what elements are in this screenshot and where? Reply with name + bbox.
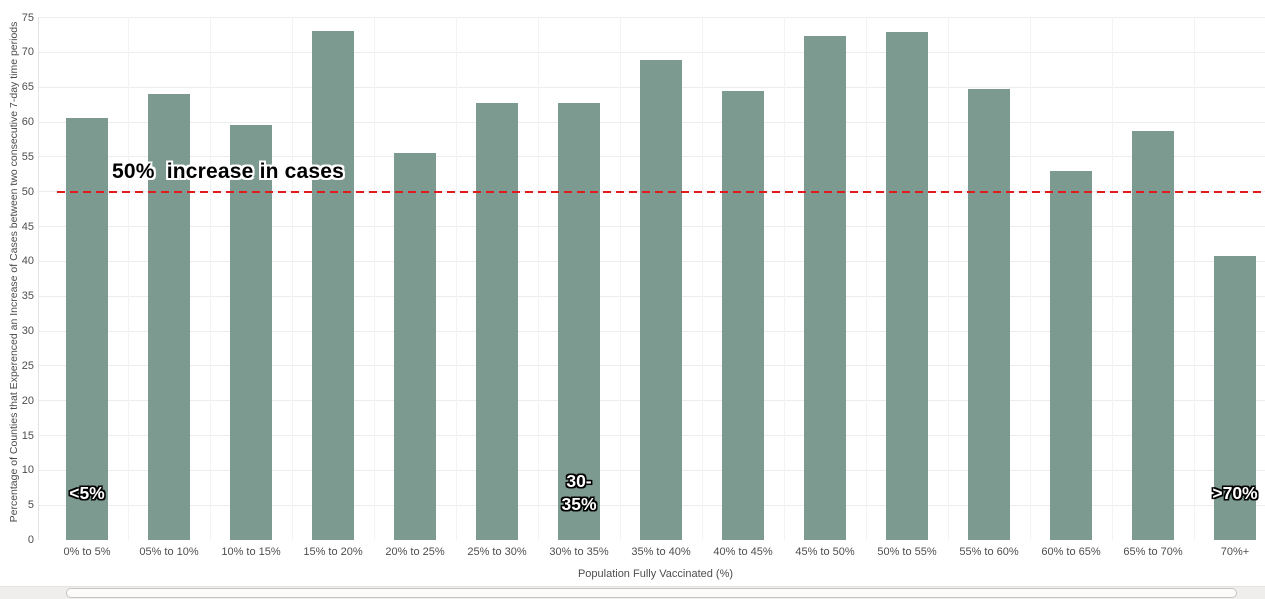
- bar[interactable]: [66, 117, 108, 540]
- x-tick-label: 40% to 45%: [713, 546, 773, 558]
- y-tick-label: 15: [21, 429, 34, 442]
- bar[interactable]: [1132, 131, 1174, 540]
- reference-line-label: 50% increase in cases: [112, 160, 345, 183]
- bar-annotation: 30- 35%: [561, 471, 597, 515]
- y-tick-label: 60: [21, 116, 34, 128]
- bar-annotation: <5%: [69, 482, 105, 503]
- bar[interactable]: [1050, 170, 1092, 540]
- y-tick-label: 75: [21, 11, 34, 24]
- y-tick-label: 40: [21, 255, 34, 268]
- column-divider: [866, 17, 867, 540]
- bar[interactable]: [312, 31, 354, 540]
- x-tick-label: 35% to 40%: [631, 546, 691, 558]
- y-axis-title: Percentage of Counties that Experenced a…: [8, 21, 20, 523]
- x-tick-label: 65% to 70%: [1123, 546, 1183, 558]
- column-divider: [948, 17, 949, 540]
- y-tick-label: 70: [21, 46, 34, 59]
- bar[interactable]: [640, 59, 682, 540]
- y-tick-label: 25: [21, 359, 34, 372]
- x-tick-label: 45% to 50%: [795, 546, 855, 558]
- y-tick-label: 30: [21, 325, 34, 337]
- bar[interactable]: [968, 88, 1010, 540]
- y-tick-label: 10: [21, 464, 34, 477]
- x-tick-label: 70%+: [1220, 546, 1250, 558]
- column-divider: [620, 17, 621, 540]
- horizontal-scrollbar[interactable]: [0, 586, 1265, 599]
- y-tick-label: 35: [21, 290, 34, 303]
- column-divider: [784, 17, 785, 540]
- bar[interactable]: [230, 125, 272, 540]
- x-tick-label: 0% to 5%: [63, 546, 111, 558]
- column-divider: [128, 17, 129, 540]
- horizontal-scrollbar-thumb[interactable]: [66, 588, 1237, 598]
- x-tick-label: 05% to 10%: [139, 546, 199, 558]
- x-tick-label: 50% to 55%: [877, 546, 937, 558]
- x-tick-label: 20% to 25%: [385, 546, 445, 558]
- bar[interactable]: [722, 91, 764, 540]
- y-tick-label: 20: [21, 394, 34, 407]
- column-divider: [538, 17, 539, 540]
- y-tick-label: 50: [21, 185, 34, 198]
- bar[interactable]: [558, 103, 600, 540]
- x-tick-label: 55% to 60%: [959, 546, 1019, 558]
- y-tick-label: 45: [21, 220, 34, 233]
- x-tick-label: 30% to 35%: [549, 546, 609, 558]
- column-divider: [210, 17, 211, 540]
- x-tick-label: 10% to 15%: [221, 546, 281, 558]
- x-tick-label: 25% to 30%: [467, 546, 527, 558]
- bar[interactable]: [394, 153, 436, 540]
- x-tick-label: 15% to 20%: [303, 546, 363, 558]
- y-gridline: [38, 17, 1265, 18]
- bar[interactable]: [476, 103, 518, 540]
- bar[interactable]: [1214, 256, 1256, 540]
- bar[interactable]: [804, 36, 846, 540]
- bar[interactable]: [148, 94, 190, 540]
- x-axis-title: Population Fully Vaccinated (%): [577, 568, 734, 580]
- y-tick-label: 0: [27, 534, 34, 546]
- y-tick-label: 65: [21, 81, 34, 94]
- column-divider: [456, 17, 457, 540]
- column-divider: [1194, 17, 1195, 540]
- column-divider: [702, 17, 703, 540]
- column-divider: [374, 17, 375, 540]
- x-tick-label: 60% to 65%: [1041, 546, 1101, 558]
- y-axis-line: [38, 17, 39, 540]
- column-divider: [292, 17, 293, 540]
- column-divider: [1030, 17, 1031, 540]
- bar[interactable]: [886, 32, 928, 540]
- y-tick-label: 55: [21, 150, 34, 163]
- y-tick-label: 5: [27, 499, 34, 512]
- y-gridline: [38, 51, 1265, 53]
- column-divider: [1112, 17, 1113, 540]
- bar-annotation: >70%: [1212, 482, 1258, 503]
- reference-line: [57, 190, 1265, 193]
